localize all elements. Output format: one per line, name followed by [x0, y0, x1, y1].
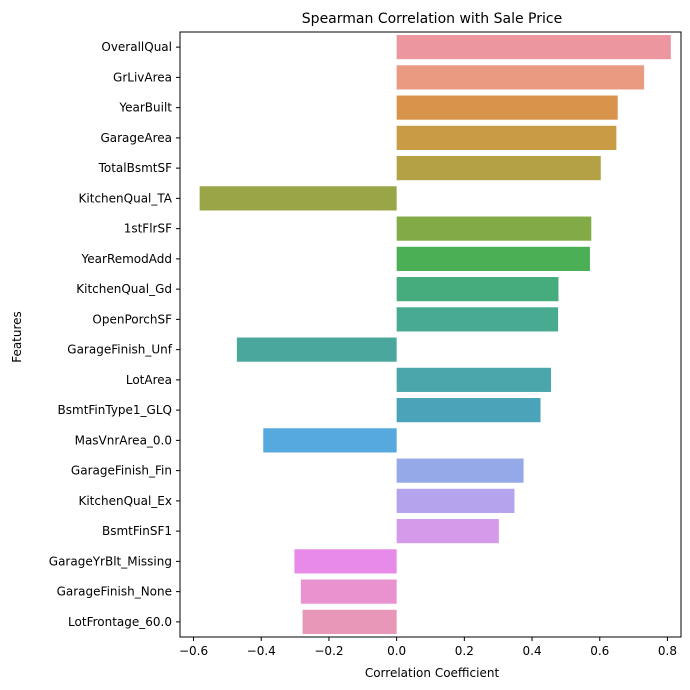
x-tick-label: 0.0	[387, 644, 406, 658]
bar-garagefinish-none	[300, 579, 397, 604]
y-tick-label: TotalBsmtSF	[98, 161, 173, 175]
y-tick-label: KitchenQual_Ex	[78, 494, 172, 508]
y-tick-label: OverallQual	[101, 40, 172, 54]
x-axis-label: Correlation Coefficient	[365, 666, 500, 680]
bar-kitchenqual-ex	[396, 488, 515, 513]
y-tick-label: YearRemodAdd	[81, 252, 172, 266]
bar-garagefinish-fin	[396, 458, 524, 483]
bars-group	[199, 35, 671, 634]
bar-garageyrblt-missing	[294, 549, 397, 574]
bar-kitchenqual-gd	[396, 277, 559, 302]
y-tick-label: GarageFinish_None	[57, 585, 172, 599]
y-axis-label: Features	[10, 311, 24, 363]
y-tick-label: YearBuilt	[118, 101, 172, 115]
y-tick-label: KitchenQual_Gd	[76, 282, 172, 296]
y-tick-label: GarageArea	[100, 131, 172, 145]
x-tick-label: −0.2	[314, 644, 343, 658]
y-tick-label: GarageFinish_Unf	[67, 343, 172, 357]
y-axis-ticks: OverallQual GrLivArea YearBuilt GarageArea T…	[49, 40, 180, 629]
x-tick-label: 0.4	[523, 644, 542, 658]
y-tick-label: LotFrontage_60.0	[68, 615, 172, 629]
y-tick-label: OpenPorchSF	[92, 312, 172, 326]
x-tick-label: −0.4	[247, 644, 276, 658]
bar-grlivarea	[396, 65, 645, 90]
bar-overallqual	[396, 35, 671, 60]
bar-bsmtfintype1-glq	[396, 398, 541, 423]
bar-openporchsf	[396, 307, 559, 332]
x-tick-label: 0.8	[658, 644, 677, 658]
y-tick-label: GarageFinish_Fin	[71, 464, 172, 478]
x-axis-ticks: −0.6 −0.4 −0.2 0.0 0.2 0.4 0.6 0.8	[179, 637, 677, 658]
bar-bsmtfinsf1	[396, 519, 499, 544]
bar-yearbuilt	[396, 95, 618, 120]
bar-lotfrontage-60-0	[302, 609, 397, 634]
y-tick-label: GarageYrBlt_Missing	[49, 554, 172, 568]
bar-1stflrsf	[396, 216, 592, 241]
y-tick-label: MasVnrArea_0.0	[75, 433, 172, 447]
y-tick-label: 1stFlrSF	[124, 222, 172, 236]
bar-lotarea	[396, 367, 552, 392]
bar-masvnrarea-0-0	[263, 428, 397, 453]
plot-frame	[179, 31, 682, 638]
bar-kitchenqual-ta	[199, 186, 397, 211]
bar-garagearea	[396, 125, 617, 150]
y-tick-label: BsmtFinType1_GLQ	[58, 403, 172, 417]
bar-yearremodadd	[396, 246, 590, 271]
x-tick-label: −0.6	[179, 644, 208, 658]
bar-garagefinish-unf	[236, 337, 397, 362]
y-tick-label: BsmtFinSF1	[102, 524, 172, 538]
y-tick-label: KitchenQual_TA	[79, 191, 173, 205]
bar-totalbsmtsf	[396, 156, 601, 181]
y-tick-label: LotArea	[126, 373, 172, 387]
chart-title: Spearman Correlation with Sale Price	[302, 11, 562, 27]
x-tick-label: 0.2	[455, 644, 474, 658]
y-tick-label: GrLivArea	[113, 70, 172, 84]
x-tick-label: 0.6	[590, 644, 609, 658]
